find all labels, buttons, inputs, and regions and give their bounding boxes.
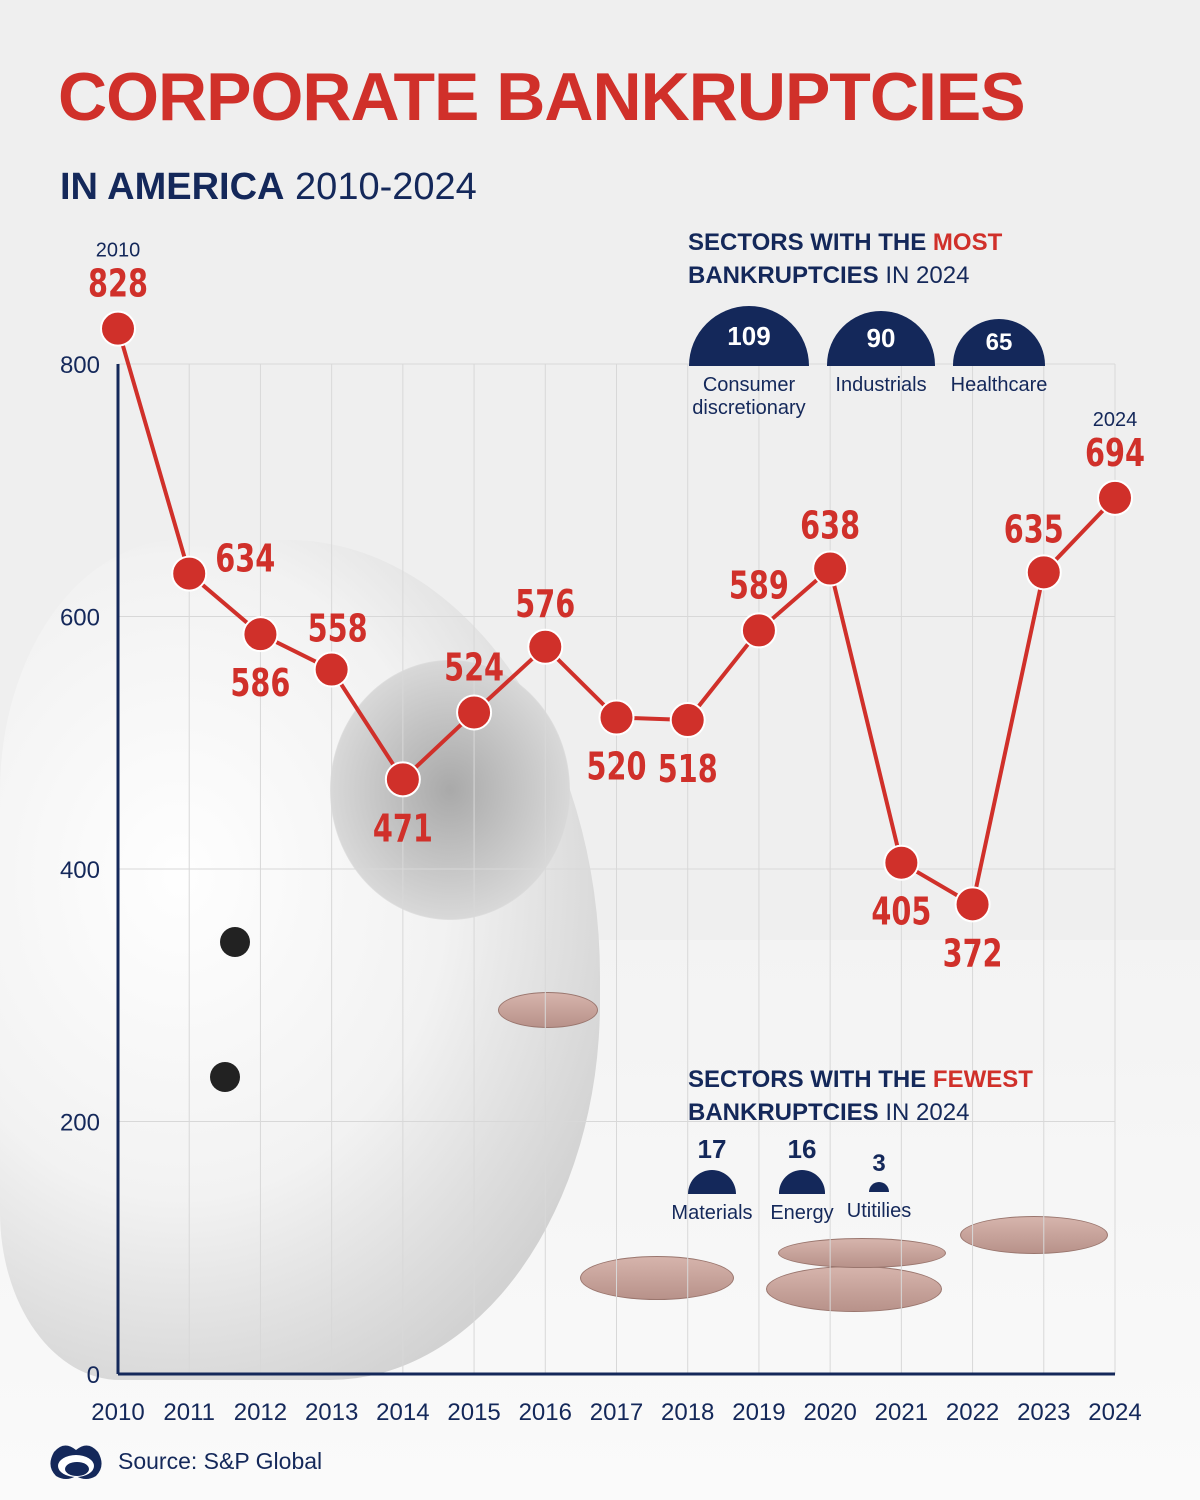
piggy-bank-ear: [330, 660, 570, 920]
sector-label: Utitilies: [846, 1200, 912, 1222]
coin-image: [498, 992, 598, 1028]
data-point: [812, 550, 849, 587]
piggy-nostril: [210, 1062, 240, 1092]
coin-image: [960, 1216, 1108, 1254]
data-point: [313, 651, 350, 688]
data-label: 828: [88, 262, 148, 306]
sector-dome: 65: [953, 319, 1045, 366]
data-point: [100, 310, 136, 347]
data-point: [740, 612, 777, 649]
data-point: [384, 761, 421, 798]
most-title-d: IN 2024: [878, 262, 970, 289]
sector-label: Energy: [770, 1202, 834, 1224]
y-tick-label: 600: [60, 605, 100, 632]
subtitle-range: 2010-2024: [295, 166, 477, 208]
sector-label: Consumer discretionary: [692, 374, 806, 419]
point-year-label: 2010: [96, 240, 141, 262]
sector-dome: [688, 1170, 736, 1194]
point-year-label: 2024: [1093, 409, 1138, 431]
data-label: 634: [215, 537, 275, 581]
sector-dome: 90: [827, 311, 935, 366]
data-point: [171, 555, 208, 592]
fewest-title-a: SECTORS WITH THE: [688, 1066, 933, 1093]
data-point: [1025, 554, 1062, 591]
x-tick-label: 2016: [519, 1399, 572, 1426]
sector-energy: 16 Energy: [768, 1134, 836, 1225]
sector-label: Materials: [671, 1202, 753, 1224]
sector-value: 17: [697, 1134, 727, 1164]
y-tick-label: 0: [87, 1362, 100, 1389]
data-label: 638: [800, 504, 860, 548]
data-label: 524: [444, 645, 504, 689]
sector-healthcare: 65 Healthcare: [946, 319, 1052, 397]
x-tick-label: 2020: [803, 1399, 856, 1426]
sector-consumer-discretionary: 109 Consumer discretionary: [688, 306, 810, 420]
y-tick-label: 800: [60, 352, 100, 379]
data-point: [527, 628, 564, 665]
x-tick-label: 2024: [1088, 1399, 1141, 1426]
data-point: [456, 694, 493, 731]
data-label: 694: [1085, 431, 1145, 475]
data-point: [1097, 479, 1133, 516]
most-title-b: MOST: [932, 229, 1003, 256]
data-point: [883, 844, 920, 881]
x-tick-label: 2010: [91, 1399, 144, 1426]
sector-label: Healthcare: [950, 374, 1048, 396]
coin-image: [580, 1256, 734, 1300]
x-tick-label: 2014: [376, 1399, 429, 1426]
coin-image: [778, 1238, 946, 1268]
data-point: [242, 616, 279, 653]
x-tick-label: 2021: [875, 1399, 928, 1426]
x-tick-label: 2017: [590, 1399, 643, 1426]
data-label: 520: [587, 745, 647, 789]
data-label: 576: [515, 582, 575, 626]
x-tick-label: 2018: [661, 1399, 714, 1426]
data-label: 558: [308, 607, 368, 651]
x-tick-label: 2015: [447, 1399, 500, 1426]
sector-dome: 109: [689, 306, 809, 366]
page-title: CORPORATE BANKRUPTCIES: [58, 59, 1026, 135]
fewest-title-d: IN 2024: [878, 1099, 970, 1126]
most-title-a: SECTORS WITH THE: [688, 229, 933, 256]
sector-dome: [869, 1182, 889, 1192]
data-point: [669, 702, 706, 739]
data-label: 635: [1004, 507, 1064, 551]
sector-value: 16: [787, 1134, 817, 1164]
data-point: [598, 699, 635, 736]
most-title-c: BANKRUPTCIES: [688, 262, 879, 289]
sector-value: 3: [872, 1150, 886, 1177]
fewest-title-c: BANKRUPTCIES: [688, 1099, 879, 1126]
sector-dome: [779, 1170, 825, 1194]
x-tick-label: 2011: [163, 1399, 215, 1426]
sector-utilities: 3 Utitilies: [842, 1152, 916, 1223]
subtitle-bold: IN AMERICA: [60, 166, 285, 208]
x-tick-label: 2023: [1017, 1399, 1070, 1426]
fewest-sectors-panel: SECTORS WITH THE FEWEST BANKRUPTCIES IN …: [688, 1063, 1168, 1129]
source-text: Source: S&P Global: [118, 1447, 323, 1474]
fewest-title-b: FEWEST: [932, 1066, 1033, 1093]
most-sectors-panel: SECTORS WITH THE MOST BANKRUPTCIES IN 20…: [688, 226, 1168, 292]
x-tick-label: 2019: [732, 1399, 785, 1426]
sector-materials: 17 Materials: [670, 1134, 754, 1225]
y-tick-label: 400: [60, 857, 100, 884]
data-label: 405: [871, 890, 931, 934]
page-subtitle: IN AMERICA 2010-2024: [60, 166, 477, 209]
x-tick-label: 2012: [234, 1399, 287, 1426]
x-tick-label: 2013: [305, 1399, 358, 1426]
data-label: 589: [729, 563, 789, 607]
data-label: 586: [230, 661, 290, 705]
piggy-logo-icon: [50, 1445, 102, 1479]
coin-image: [766, 1266, 942, 1312]
x-tick-label: 2022: [946, 1399, 999, 1426]
source-footer: Source: S&P Global: [48, 1440, 322, 1482]
sector-industrials: 90 Industrials: [826, 311, 936, 397]
data-label: 372: [943, 931, 1003, 975]
y-tick-label: 200: [60, 1110, 100, 1137]
data-label: 518: [658, 747, 718, 791]
data-label: 471: [373, 806, 433, 850]
piggy-nostril: [220, 927, 250, 957]
data-point: [954, 886, 991, 923]
sector-label: Industrials: [835, 374, 927, 396]
